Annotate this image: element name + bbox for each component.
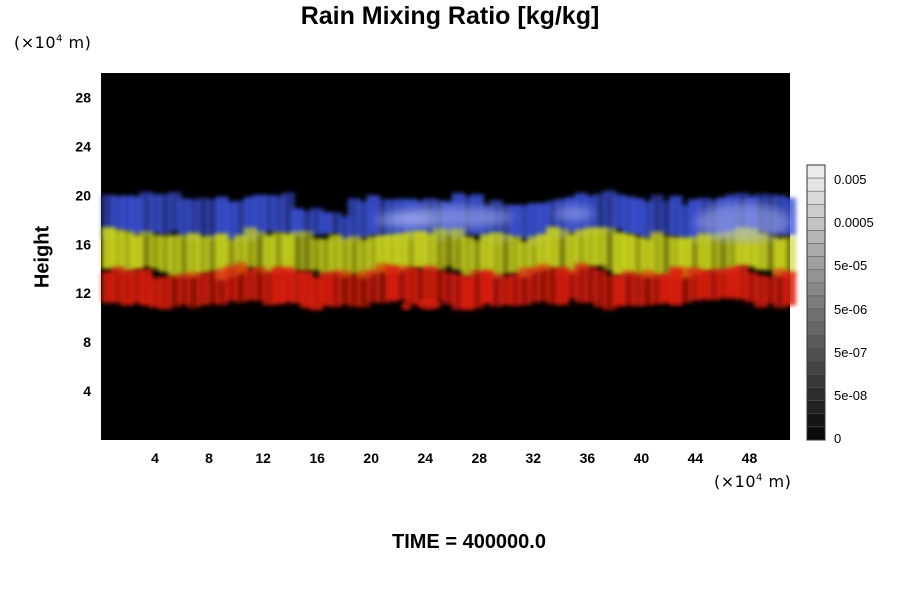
colorbar-segment (806, 413, 826, 428)
colorbar-label: 5e-07 (834, 345, 867, 360)
colorbar-label: 5e-05 (834, 258, 867, 273)
y-tick-label: 12 (75, 285, 91, 301)
colorbar-segment (806, 348, 826, 362)
rain-layer-red (101, 262, 797, 311)
x-tick-label: 40 (634, 450, 650, 466)
colorbar-segment (806, 400, 826, 415)
colorbar-segment (806, 361, 826, 375)
y-tick-label: 24 (75, 138, 91, 154)
colorbar-label: 0.005 (834, 172, 867, 187)
colorbar-frame (806, 164, 826, 441)
colorbar-segment (806, 334, 826, 349)
x-tick-label: 20 (363, 450, 379, 466)
x-tick-label: 12 (255, 450, 271, 466)
x-tick-label: 36 (580, 450, 596, 466)
colorbar-segment (806, 256, 826, 271)
chart-title: Rain Mixing Ratio [kg/kg] (300, 2, 600, 30)
colorbar-segment (806, 177, 826, 192)
colorbar: 0 5e-08 5e-07 5e-06 5e-05 0.0005 0.005 (806, 164, 874, 446)
x-tick-label: 28 (471, 450, 487, 466)
highlight-blob (553, 206, 595, 222)
time-label: TIME = 400000.0 (392, 531, 546, 553)
colorbar-segment (806, 321, 826, 336)
x-axis-ticks: 4 8 12 16 20 24 28 32 36 40 44 48 (151, 450, 757, 466)
y-axis-unit: (×104 m) (14, 33, 92, 52)
rain-layers (101, 190, 797, 311)
colorbar-segment (806, 190, 826, 205)
colorbar-segment (806, 374, 826, 388)
blue-layer-highlights (375, 202, 790, 242)
x-tick-label: 24 (417, 450, 433, 466)
layer-cell (782, 236, 797, 277)
colorbar-label: 0 (834, 431, 841, 446)
colorbar-segment (806, 308, 826, 323)
x-axis-unit: (×104 m) (714, 472, 792, 491)
colorbar-segment (806, 204, 826, 218)
y-tick-label: 20 (75, 187, 91, 203)
colorbar-segment (806, 164, 826, 179)
colorbar-segment (806, 217, 826, 231)
y-tick-label: 4 (83, 383, 91, 399)
x-tick-label: 8 (205, 450, 213, 466)
colorbar-segment (806, 387, 826, 401)
highlight-blob (695, 202, 790, 242)
x-tick-label: 48 (742, 450, 758, 466)
red-blob (400, 302, 412, 311)
y-axis-ticks: 4 8 12 16 20 24 28 (75, 89, 91, 399)
colorbar-label: 5e-08 (834, 388, 867, 403)
x-tick-label: 16 (309, 450, 325, 466)
highlight-blob (375, 211, 435, 229)
colorbar-label: 0.0005 (834, 215, 874, 230)
y-tick-label: 8 (83, 334, 91, 350)
red-blobs (400, 298, 442, 311)
x-tick-label: 32 (526, 450, 542, 466)
colorbar-label: 5e-06 (834, 302, 867, 317)
red-blob (417, 298, 442, 310)
rain-layer-yellow (101, 226, 797, 280)
colorbar-segment (806, 426, 826, 441)
colorbar-segment (806, 295, 826, 310)
colorbar-segment (806, 282, 826, 297)
colorbar-segment (806, 230, 826, 244)
colorbar-segment (806, 243, 826, 257)
x-tick-label: 44 (688, 450, 704, 466)
layer-cell (782, 271, 797, 306)
y-tick-label: 16 (75, 236, 91, 252)
colorbar-segment (806, 269, 826, 284)
x-tick-label: 4 (151, 450, 159, 466)
y-tick-label: 28 (75, 89, 91, 105)
